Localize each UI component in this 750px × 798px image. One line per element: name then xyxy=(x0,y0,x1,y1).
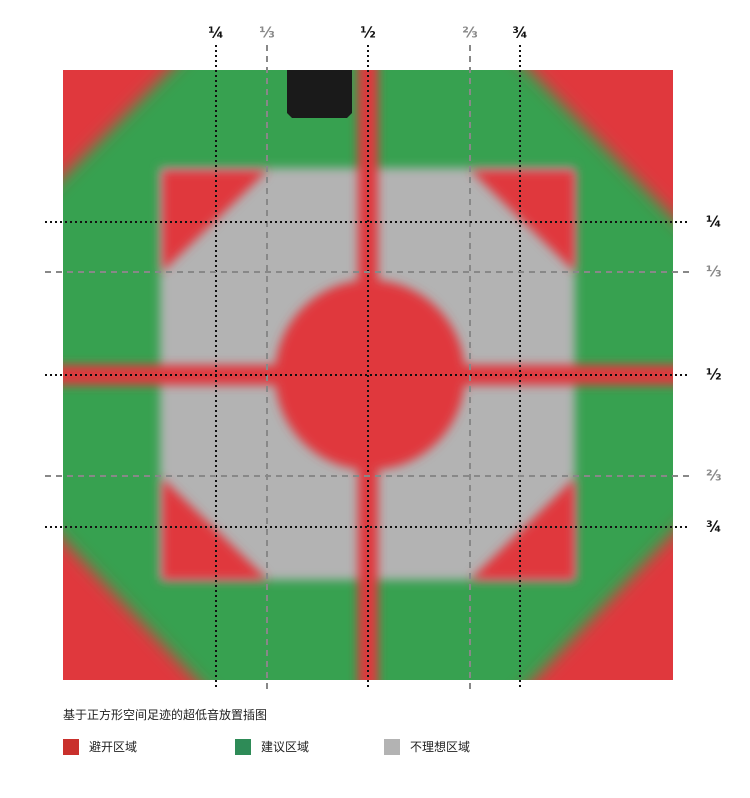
fraction-label: ⅔ xyxy=(706,467,722,485)
legend-item: 避开区域 xyxy=(63,738,137,755)
fraction-label: ¾ xyxy=(706,518,722,536)
fraction-label: ⅓ xyxy=(259,24,275,42)
legend-label: 避开区域 xyxy=(89,740,138,754)
legend-item: 建议区域 xyxy=(235,738,309,755)
fraction-label: ½ xyxy=(706,366,722,384)
subwoofer xyxy=(287,70,352,118)
fraction-label: ¼ xyxy=(706,213,722,231)
legend-swatch xyxy=(63,738,79,755)
diagram: ¼ ⅓ ½ ⅔ ¾ ¼ ⅓ ½ ⅔ ¾ xyxy=(45,24,722,690)
fraction-label: ⅔ xyxy=(462,24,478,42)
legend-item: 不理想区域 xyxy=(384,738,470,755)
fraction-label: ½ xyxy=(360,24,376,42)
room xyxy=(63,70,673,680)
legend-swatch xyxy=(384,738,400,755)
fraction-label: ¼ xyxy=(208,24,224,42)
fraction-label: ¾ xyxy=(512,24,528,42)
legend-swatch xyxy=(235,738,251,755)
legend-label: 建议区域 xyxy=(261,740,310,754)
legend-label: 不理想区域 xyxy=(410,740,471,754)
fraction-label: ⅓ xyxy=(706,263,722,281)
caption: 基于正方形空间足迹的超低音放置插图 xyxy=(63,708,268,722)
